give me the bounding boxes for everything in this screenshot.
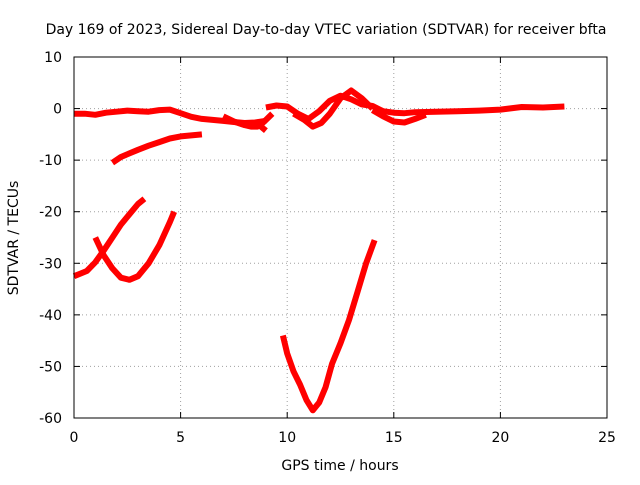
y-tick-label: -30 xyxy=(39,256,62,272)
y-axis-label: SDTVAR / TECUs xyxy=(6,181,22,296)
series-line-arc-curve-a xyxy=(72,196,147,279)
grid-layer xyxy=(74,57,607,418)
series-line-arc-rise-low xyxy=(110,131,203,166)
x-axis-label: GPS time / hours xyxy=(281,458,398,474)
y-tick-label: 10 xyxy=(44,50,62,66)
x-tick-label: 15 xyxy=(385,430,403,446)
chart-title: Day 169 of 2023, Sidereal Day-to-day VTE… xyxy=(46,22,607,38)
series-line-arc-dip-1 xyxy=(370,107,427,126)
y-tick-label: -40 xyxy=(39,308,62,324)
plot-frame xyxy=(73,56,608,419)
series-line-arc-deep-v xyxy=(279,239,378,414)
y-tick-label: -50 xyxy=(39,359,62,375)
x-tick-label: 25 xyxy=(598,430,616,446)
x-tick-label: 5 xyxy=(176,430,185,446)
series-line-arc-curve-b xyxy=(92,210,177,283)
tick-layer: 0 5 10 15 20 25 -60 -50 -40 -30 -20 -10 0 10 xyxy=(39,50,616,446)
y-tick-label: -20 xyxy=(39,205,62,221)
x-tick-label: 10 xyxy=(278,430,296,446)
y-tick-label: 0 xyxy=(53,102,62,118)
x-tick-label: 0 xyxy=(70,430,79,446)
series-line-arc-dip-3 xyxy=(221,111,275,130)
series-line-arc-dip-2 xyxy=(292,87,375,130)
y-tick-label: -60 xyxy=(39,411,62,427)
series-line-arc-drop-short xyxy=(253,119,268,134)
x-tick-label: 20 xyxy=(491,430,509,446)
y-tick-label: -10 xyxy=(39,153,62,169)
series-layer xyxy=(72,87,565,414)
